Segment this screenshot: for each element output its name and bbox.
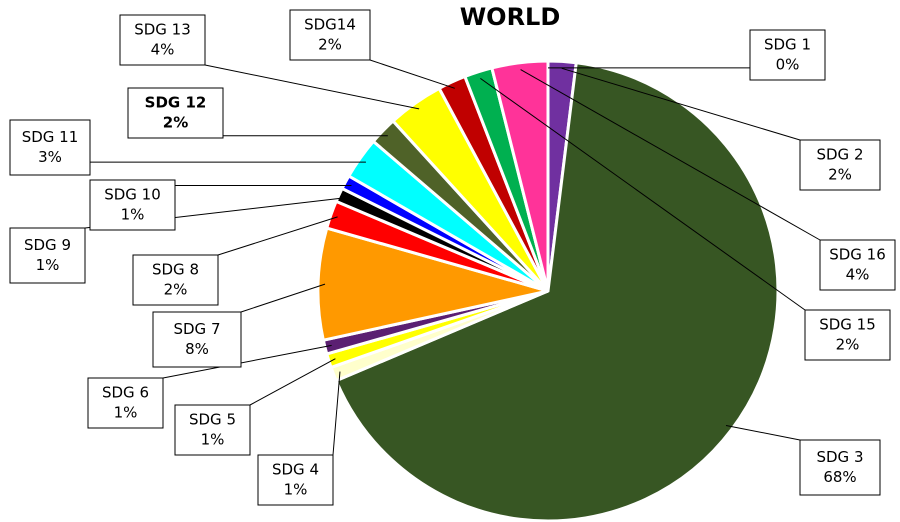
label-box bbox=[804, 309, 891, 361]
category-label: SDG 9 bbox=[24, 236, 71, 254]
leader-line bbox=[561, 67, 801, 141]
label-box bbox=[257, 454, 334, 506]
leader-line bbox=[240, 283, 326, 313]
pie-slice bbox=[316, 226, 549, 342]
label-box bbox=[749, 29, 826, 81]
category-label: SDG 2 bbox=[816, 146, 863, 164]
category-label: SDG 10 bbox=[104, 186, 161, 204]
chart-title: WORLD bbox=[460, 3, 561, 31]
value-label: 2% bbox=[163, 114, 188, 132]
pie-slice bbox=[490, 59, 550, 292]
label-box bbox=[89, 179, 176, 231]
category-label: SDG 13 bbox=[134, 21, 191, 39]
leader-line bbox=[369, 59, 455, 89]
label-box bbox=[174, 404, 251, 456]
leader-line bbox=[204, 64, 420, 110]
category-label: SDG 11 bbox=[22, 128, 79, 146]
label-box bbox=[9, 119, 91, 176]
value-label: 4% bbox=[846, 266, 870, 284]
category-label: SDG 1 bbox=[764, 36, 811, 54]
category-label: SDG14 bbox=[304, 16, 356, 34]
label-box bbox=[127, 87, 224, 139]
leader-line bbox=[520, 69, 821, 241]
label-box bbox=[132, 254, 219, 306]
pie-slice bbox=[334, 61, 780, 522]
value-label: 1% bbox=[36, 256, 60, 274]
value-label: 0% bbox=[776, 56, 800, 74]
label-box bbox=[819, 239, 896, 291]
category-label: SDG 15 bbox=[819, 316, 876, 334]
leader-line bbox=[249, 358, 336, 406]
leader-line bbox=[480, 77, 806, 311]
category-label: SDG 12 bbox=[145, 94, 207, 112]
category-label: SDG 16 bbox=[829, 246, 886, 264]
value-label: 1% bbox=[121, 206, 145, 224]
category-label: SDG 7 bbox=[173, 320, 220, 338]
leader-lines bbox=[84, 59, 821, 456]
value-label: 2% bbox=[828, 166, 852, 184]
category-label: SDG 6 bbox=[102, 384, 149, 402]
label-box bbox=[799, 139, 881, 191]
pie bbox=[316, 59, 780, 522]
value-label: 1% bbox=[201, 431, 225, 449]
value-label: 68% bbox=[823, 468, 856, 486]
value-label: 3% bbox=[38, 148, 62, 166]
category-label: SDG 3 bbox=[816, 448, 863, 466]
value-label: 2% bbox=[836, 336, 860, 354]
value-label: 1% bbox=[114, 404, 138, 422]
label-box bbox=[289, 9, 371, 61]
label-box bbox=[9, 227, 86, 284]
leader-line bbox=[332, 371, 341, 456]
label-box bbox=[87, 377, 164, 429]
category-label: SDG 4 bbox=[272, 461, 319, 479]
label-box bbox=[799, 439, 881, 496]
value-label: 1% bbox=[284, 481, 308, 499]
value-label: 8% bbox=[185, 340, 209, 358]
category-label: SDG 8 bbox=[152, 261, 199, 279]
value-label: 4% bbox=[151, 41, 175, 59]
label-box bbox=[119, 14, 206, 66]
leader-line bbox=[725, 424, 801, 441]
value-label: 2% bbox=[318, 36, 342, 54]
value-label: 2% bbox=[164, 281, 188, 299]
leader-line bbox=[162, 344, 332, 379]
leader-line bbox=[217, 216, 338, 256]
category-label: SDG 5 bbox=[189, 411, 236, 429]
label-box bbox=[152, 311, 242, 368]
